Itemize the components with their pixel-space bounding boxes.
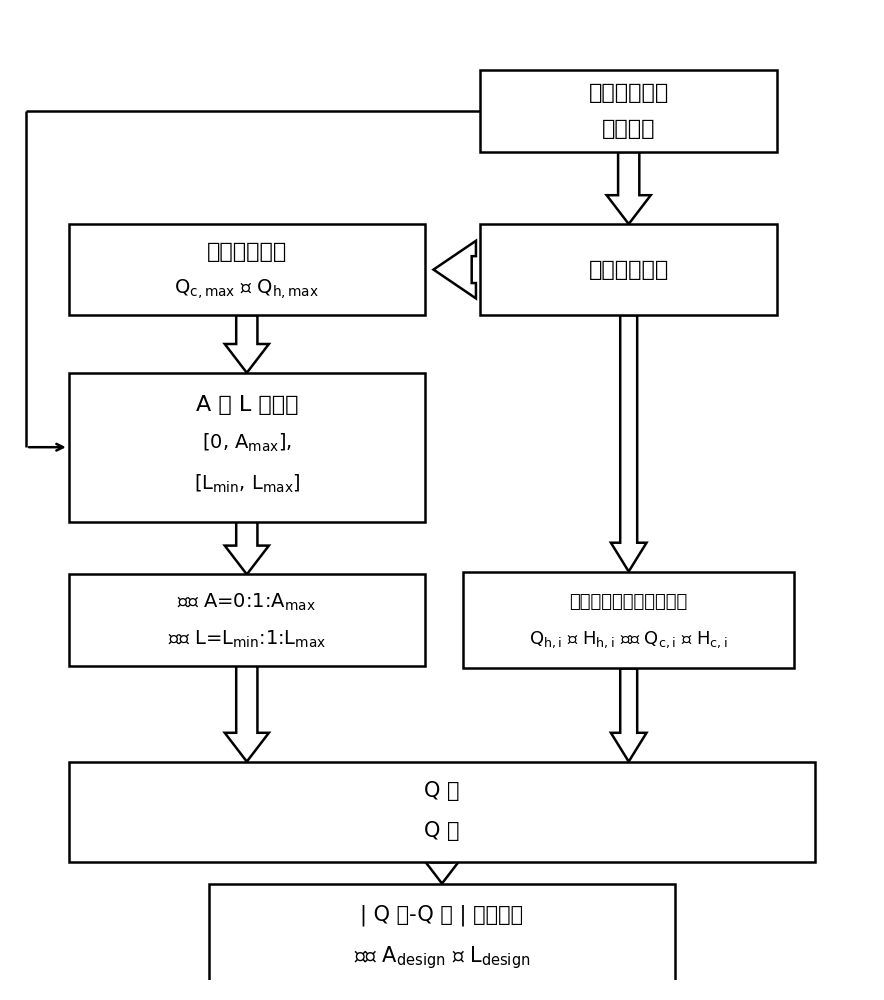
Text: 最大冷热负荷: 最大冷热负荷 (207, 242, 287, 262)
Text: 循环 L=L$_{\mathregular{min}}$:1:L$_{\mathregular{max}}$: 循环 L=L$_{\mathregular{min}}$:1:L$_{\math… (168, 629, 326, 650)
Polygon shape (225, 522, 269, 574)
Polygon shape (611, 315, 646, 572)
Text: 逐时冷热负荷: 逐时冷热负荷 (589, 260, 669, 280)
Text: [0, A$_{\mathregular{max}}$],: [0, A$_{\mathregular{max}}$], (202, 431, 292, 454)
Polygon shape (433, 241, 476, 298)
Polygon shape (606, 152, 651, 224)
Text: 气候信息: 气候信息 (602, 119, 655, 139)
Polygon shape (611, 668, 646, 762)
FancyBboxPatch shape (69, 373, 425, 522)
Text: Q 吸: Q 吸 (424, 781, 460, 801)
Text: | Q 吸-Q 放 | 最小时对: | Q 吸-Q 放 | 最小时对 (361, 905, 523, 926)
Text: Q$_{\mathregular{h,i}}$ 和 H$_{\mathregular{h,i}}$ 以及 Q$_{\mathregular{c,i}}$ 和 H: Q$_{\mathregular{h,i}}$ 和 H$_{\mathregul… (530, 630, 728, 650)
FancyBboxPatch shape (480, 224, 777, 315)
Polygon shape (225, 666, 269, 762)
Text: A 和 L 的范围: A 和 L 的范围 (195, 395, 298, 415)
Text: 建筑、系统及: 建筑、系统及 (589, 83, 669, 103)
Text: Q$_{\mathregular{c,max}}$ 和 Q$_{\mathregular{h,max}}$: Q$_{\mathregular{c,max}}$ 和 Q$_{\mathreg… (174, 277, 319, 301)
FancyBboxPatch shape (69, 762, 815, 862)
FancyBboxPatch shape (69, 224, 425, 315)
Text: 冷热负荷区间及时间频数: 冷热负荷区间及时间频数 (569, 593, 688, 611)
Polygon shape (225, 315, 269, 373)
Text: [L$_{\mathregular{min}}$, L$_{\mathregular{max}}$]: [L$_{\mathregular{min}}$, L$_{\mathregul… (194, 473, 300, 495)
FancyBboxPatch shape (463, 572, 794, 668)
FancyBboxPatch shape (69, 574, 425, 666)
Polygon shape (420, 855, 464, 884)
FancyBboxPatch shape (209, 884, 675, 990)
Text: 应的 A$_{\mathregular{design}}$ 和 L$_{\mathregular{design}}$: 应的 A$_{\mathregular{design}}$ 和 L$_{\mat… (354, 945, 530, 971)
Text: Q 放: Q 放 (424, 821, 460, 841)
Text: 循环 A=0:1:A$_{\mathregular{max}}$: 循环 A=0:1:A$_{\mathregular{max}}$ (178, 592, 316, 613)
FancyBboxPatch shape (480, 70, 777, 152)
